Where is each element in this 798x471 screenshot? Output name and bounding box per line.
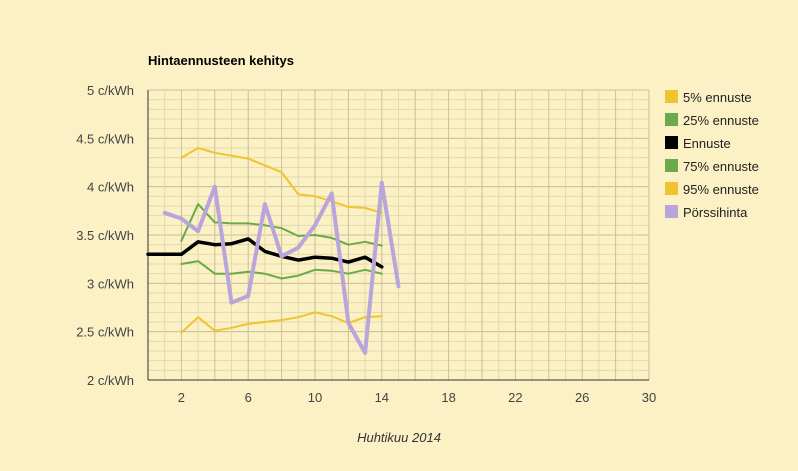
legend-swatch: [665, 136, 678, 149]
y-tick-label: 5 c/kWh: [87, 83, 134, 98]
legend-swatch: [665, 113, 678, 126]
y-tick-label: 2 c/kWh: [87, 373, 134, 388]
series-line-5: [162, 180, 401, 355]
x-tick-label: 6: [245, 390, 252, 405]
y-axis-ticks: 2 c/kWh 2.5 c/kWh 3 c/kWh 3.5 c/kWh 4 c/kWh 4…: [76, 83, 134, 388]
x-tick-label: 10: [308, 390, 322, 405]
legend-label: 25% ennuste: [683, 113, 759, 128]
x-tick-label: 30: [642, 390, 656, 405]
legend-swatch: [665, 182, 678, 195]
x-tick-label: 22: [508, 390, 522, 405]
y-tick-label: 4 c/kWh: [87, 180, 134, 195]
x-tick-label: 18: [441, 390, 455, 405]
chart-title: Hintaennusteen kehitys: [148, 53, 294, 68]
y-tick-label: 4.5 c/kWh: [76, 131, 134, 146]
series-line-4: [180, 147, 383, 214]
x-axis-ticks: 2 6 10 14 18 22 26 30: [178, 390, 656, 405]
x-tick-label: 26: [575, 390, 589, 405]
y-tick-label: 3.5 c/kWh: [76, 228, 134, 243]
axes: [147, 90, 649, 381]
legend-label: 75% ennuste: [683, 159, 759, 174]
legend-label: Pörssihinta: [683, 205, 748, 220]
series-line-3: [180, 203, 383, 247]
legend-label: 95% ennuste: [683, 182, 759, 197]
legend: 5% ennuste 25% ennuste Ennuste 75% ennuste 9…: [665, 90, 759, 220]
y-tick-label: 3 c/kWh: [87, 276, 134, 291]
legend-label: 5% ennuste: [683, 90, 752, 105]
x-axis-label: Huhtikuu 2014: [357, 430, 441, 445]
legend-swatch: [665, 90, 678, 103]
y-tick-label: 2.5 c/kWh: [76, 325, 134, 340]
series-lines: [146, 147, 401, 355]
legend-label: Ennuste: [683, 136, 731, 151]
legend-swatch: [665, 159, 678, 172]
series-line-2: [146, 237, 384, 269]
x-tick-label: 2: [178, 390, 185, 405]
x-tick-label: 14: [375, 390, 389, 405]
legend-swatch: [665, 205, 678, 218]
series-line-1: [180, 260, 383, 280]
